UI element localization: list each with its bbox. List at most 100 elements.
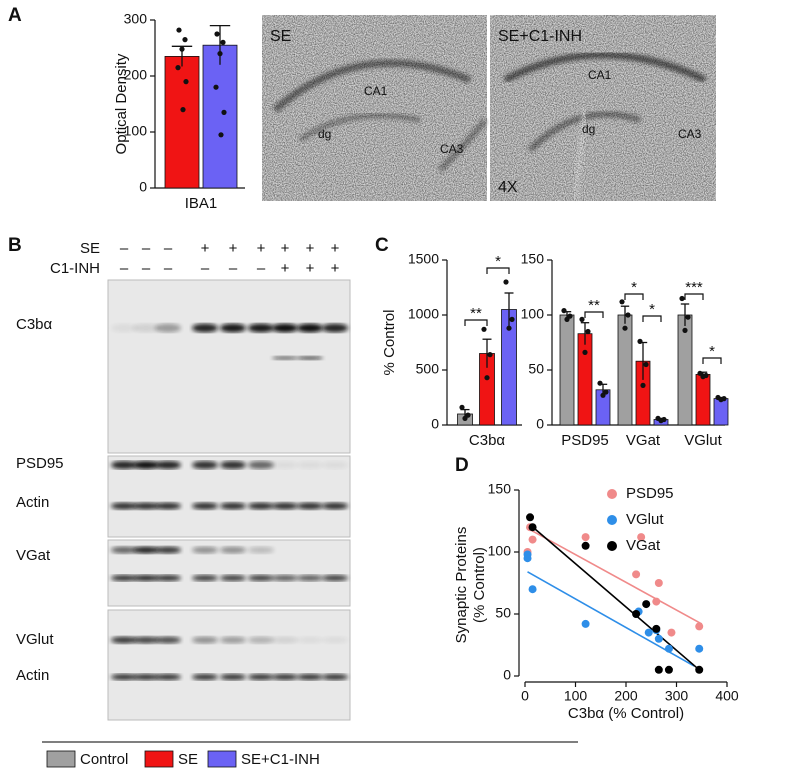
x-tick-label: VGlut: [684, 432, 722, 449]
band: [248, 636, 274, 644]
micrograph-title: SE+C1-INH: [498, 28, 582, 45]
significance-label: **: [588, 297, 600, 314]
treatment-sign: +: [257, 240, 266, 257]
data-point: [644, 628, 653, 637]
band-label: Actin: [16, 494, 49, 511]
data-point: [484, 375, 490, 381]
data-point: [561, 308, 567, 314]
band: [133, 323, 159, 333]
data-point: [179, 46, 185, 52]
band: [192, 461, 218, 469]
data-point: [695, 644, 704, 653]
data-point: [528, 535, 537, 544]
treatment-sign: +: [281, 260, 290, 277]
significance-bracket: [584, 311, 604, 318]
treatment-sign: –: [201, 260, 210, 277]
data-point: [643, 361, 649, 368]
x-tick-label: C3bα: [469, 432, 506, 449]
data-point: [567, 313, 573, 319]
band: [155, 546, 181, 554]
data-point: [175, 65, 181, 71]
data-point: [221, 109, 227, 115]
significance-label: *: [649, 301, 655, 318]
treatment-sign: –: [120, 240, 129, 257]
significance-bracket: [624, 293, 644, 300]
significance-label: *: [631, 279, 637, 296]
treatment-sign: –: [229, 260, 238, 277]
band-label: VGlut: [16, 631, 54, 648]
band: [248, 674, 274, 680]
bar: [164, 56, 200, 189]
significance-bracket: [464, 319, 488, 326]
band: [248, 323, 274, 333]
band: [220, 546, 246, 554]
data-point: [718, 397, 724, 403]
band: [192, 502, 218, 510]
data-point: [509, 316, 515, 322]
band: [322, 323, 348, 333]
data-point: [582, 349, 588, 355]
band: [297, 636, 323, 644]
band: [111, 674, 137, 680]
significance-label: ***: [685, 279, 703, 296]
data-point: [481, 326, 487, 332]
data-point: [622, 325, 628, 331]
data-point: [214, 31, 220, 37]
data-point: [619, 299, 625, 305]
data-point: [217, 51, 223, 57]
band: [133, 674, 159, 680]
region-label: CA3: [440, 142, 464, 156]
band: [248, 461, 274, 469]
legend-label: VGlut: [626, 511, 664, 528]
data-point: [597, 380, 603, 386]
treatment-label: SE: [80, 240, 100, 257]
data-point: [564, 316, 570, 322]
data-point: [700, 374, 706, 380]
band: [272, 636, 298, 644]
band: [322, 575, 348, 581]
band: [297, 575, 323, 581]
data-point: [459, 404, 465, 410]
band: [297, 502, 323, 510]
band-label: C3bα: [16, 316, 53, 333]
band: [192, 575, 218, 581]
data-point: [581, 533, 590, 542]
band: [272, 502, 298, 510]
y-axis-label: (% Control): [471, 547, 488, 623]
bar: [695, 373, 711, 426]
data-point: [603, 389, 609, 395]
data-point: [213, 84, 219, 90]
data-point: [637, 338, 643, 344]
micrograph: [262, 15, 488, 201]
data-point: [695, 665, 704, 674]
legend-swatch: [46, 750, 76, 768]
legend-label: Control: [80, 751, 128, 768]
y-tick-label: 0: [139, 179, 147, 195]
bar: [617, 314, 633, 426]
band: [322, 636, 348, 644]
data-point: [528, 523, 537, 532]
band: [133, 502, 159, 510]
legend-marker: [607, 541, 617, 551]
x-axis-label: C3bα (% Control): [568, 705, 684, 722]
band: [155, 502, 181, 510]
data-point: [487, 352, 493, 358]
treatment-sign: –: [257, 260, 266, 277]
legend-label: VGat: [626, 537, 661, 554]
x-tick-label: VGat: [626, 432, 661, 449]
data-point: [654, 579, 663, 587]
band: [220, 575, 246, 581]
x-tick-label: IBA1: [185, 195, 218, 212]
significance-bracket: [642, 315, 662, 322]
micrograph-title: SE: [270, 28, 291, 45]
band: [192, 323, 218, 333]
band: [297, 323, 323, 333]
data-point: [667, 628, 676, 637]
band: [111, 502, 137, 510]
data-point: [632, 610, 641, 618]
treatment-label: C1-INH: [50, 260, 100, 277]
band: [111, 323, 137, 333]
data-point: [652, 624, 661, 633]
band: [322, 461, 348, 469]
treatment-sign: +: [201, 240, 210, 257]
